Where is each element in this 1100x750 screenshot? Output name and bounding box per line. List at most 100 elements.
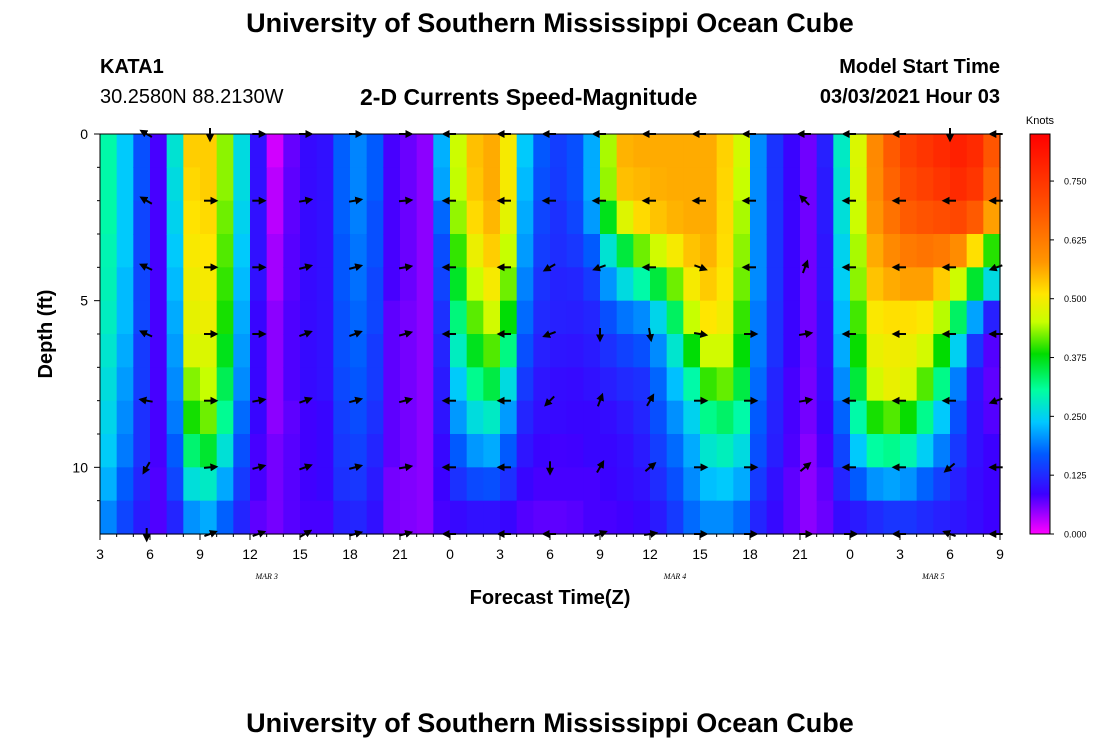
heatmap-cell (266, 300, 284, 335)
heatmap-cell (233, 200, 251, 235)
heatmap-cell (800, 400, 818, 435)
heatmap-cell (733, 167, 751, 202)
heatmap-cell (233, 234, 251, 268)
heatmap-cell (966, 267, 984, 302)
heatmap-cell (350, 300, 368, 335)
colorbar-tick-label: 0.250 (1064, 412, 1087, 422)
current-arrow (398, 463, 414, 472)
heatmap-cell (933, 400, 951, 435)
heatmap-cell (216, 200, 234, 235)
heatmap-cell (983, 300, 1001, 335)
heatmap-cell (750, 267, 768, 302)
heatmap-cell (983, 167, 1001, 202)
heatmap-cell (916, 334, 934, 368)
heatmap-cell (783, 434, 801, 468)
heatmap-cell (466, 467, 484, 502)
current-arrow (299, 330, 313, 338)
heatmap-cell (166, 367, 184, 402)
heatmap-cell (983, 200, 1001, 235)
heatmap-cell (250, 134, 268, 168)
heatmap-cell (816, 234, 834, 268)
heatmap-cell (166, 167, 184, 202)
heatmap-cell (450, 467, 468, 502)
heatmap-cell (233, 167, 251, 202)
heatmap-cell (683, 234, 701, 268)
heatmap-cell (733, 300, 751, 335)
heatmap-cell (833, 267, 851, 302)
heatmap-cell (116, 434, 134, 468)
x-tick-label: 12 (242, 546, 258, 562)
x-tick-label: 9 (596, 546, 604, 562)
heatmap-cell (900, 500, 918, 535)
heatmap-cell (916, 467, 934, 502)
current-arrow (138, 396, 153, 405)
heatmap-cell (883, 200, 901, 235)
heatmap-cell (500, 500, 518, 535)
heatmap-cell (650, 434, 668, 468)
heatmap-cell (633, 434, 651, 468)
heatmap-cell (650, 300, 668, 335)
heatmap-cell (766, 267, 784, 302)
heatmap-cell (516, 167, 534, 202)
current-arrow (596, 460, 605, 473)
heatmap-cell (933, 467, 951, 502)
heatmap-cell (666, 167, 684, 202)
heatmap-cell (750, 334, 768, 368)
footer-title: University of Southern Mississippi Ocean… (246, 708, 854, 738)
heatmap-cell (533, 134, 551, 168)
heatmap-cell (350, 467, 368, 502)
heatmap-cell (583, 500, 601, 535)
heatmap-cell (716, 300, 734, 335)
heatmap-cell (400, 267, 418, 302)
current-arrow (798, 329, 814, 338)
heatmap-cell (533, 167, 551, 202)
current-arrow (644, 461, 657, 472)
heatmap-cell (600, 200, 618, 235)
heatmap-cell (150, 400, 168, 435)
heatmap-cell (950, 134, 968, 168)
heatmap-cell (283, 167, 301, 202)
heatmap-cell (750, 167, 768, 202)
heatmap-cell (250, 300, 268, 335)
heatmap-cell (216, 300, 234, 335)
heatmap-cell (416, 400, 434, 435)
current-arrow (139, 196, 153, 205)
heatmap-cell (483, 367, 501, 402)
heatmap-cell (400, 334, 418, 368)
heatmap-cell (616, 267, 634, 302)
heatmap-cell (783, 267, 801, 302)
station-id: KATA1 (100, 56, 164, 78)
heatmap-cell (466, 500, 484, 535)
heatmap-cell (300, 400, 318, 435)
heatmap-cell (433, 367, 451, 402)
heatmap-cell (466, 134, 484, 168)
current-arrow (596, 392, 604, 407)
heatmap-cell (100, 267, 118, 302)
heatmap-cell (766, 234, 784, 268)
heatmap-cell (833, 500, 851, 535)
heatmap-cell (816, 300, 834, 335)
colorbar-tick-label: 0.625 (1064, 235, 1087, 245)
heatmap-cell (950, 167, 968, 202)
heatmap-cell (200, 200, 218, 235)
heatmap-cell (416, 367, 434, 402)
heatmap-cell (916, 434, 934, 468)
heatmap-cell (116, 167, 134, 202)
heatmap-cell (566, 234, 584, 268)
heatmap-cell (366, 300, 384, 335)
x-tick-label: 3 (896, 546, 904, 562)
heatmap-cell (183, 400, 201, 435)
heatmap-cell (600, 400, 618, 435)
heatmap-cell (300, 434, 318, 468)
heatmap-cell (883, 434, 901, 468)
heatmap-cell (366, 234, 384, 268)
heatmap-cell (333, 434, 351, 468)
heatmap-cell (550, 467, 568, 502)
heatmap-cell (283, 200, 301, 235)
heatmap-cell (200, 434, 218, 468)
heatmap-cell (566, 200, 584, 235)
heatmap-cell (266, 334, 284, 368)
heatmap-cell (183, 134, 201, 168)
heatmap-cell (433, 467, 451, 502)
heatmap-cell (900, 467, 918, 502)
